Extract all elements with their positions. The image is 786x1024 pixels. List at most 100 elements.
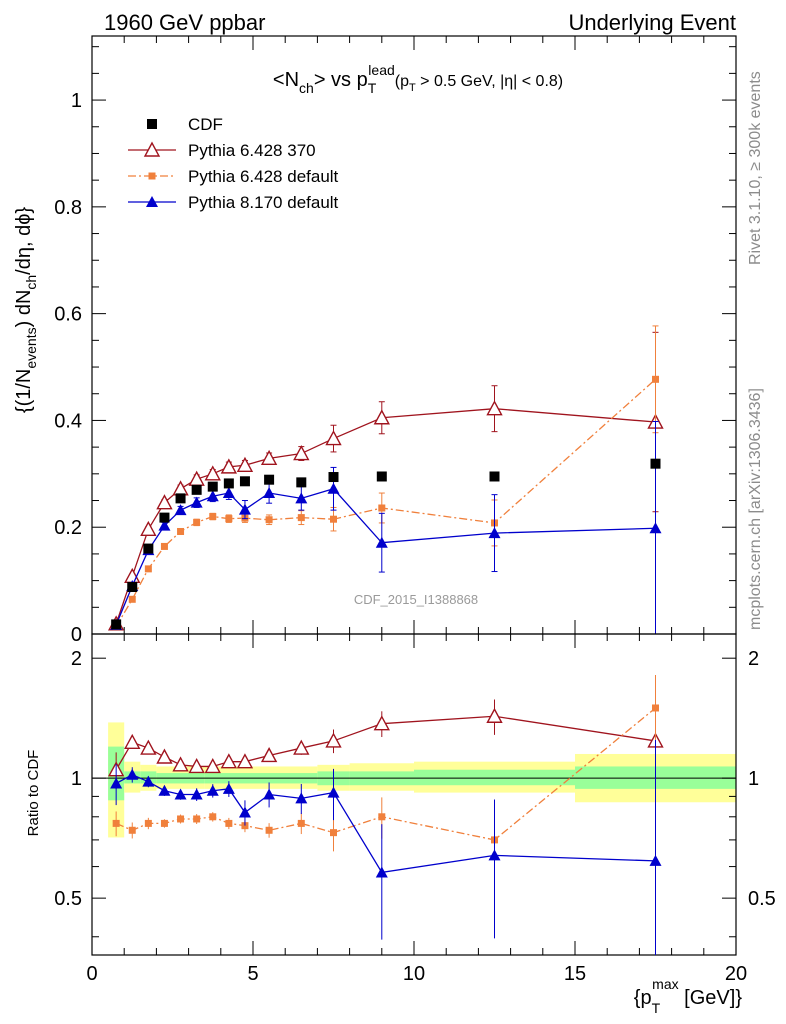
data-point bbox=[188, 470, 205, 486]
ratio-data-point bbox=[325, 732, 342, 748]
x-tick-label: 5 bbox=[247, 963, 258, 985]
legend-marker bbox=[147, 119, 157, 129]
cdf-data-point bbox=[264, 474, 275, 485]
ratio-data-point bbox=[142, 775, 155, 787]
data-point bbox=[325, 430, 342, 446]
ratio-y-tick-label: 2 bbox=[71, 648, 82, 670]
ratio-data-point bbox=[265, 826, 273, 834]
y-tick-label: 0 bbox=[71, 624, 82, 646]
y-tick-label: 1 bbox=[71, 90, 82, 112]
data-point bbox=[375, 536, 388, 548]
data-point bbox=[265, 516, 273, 524]
ratio-data-point bbox=[140, 739, 157, 755]
ratio-data-point bbox=[126, 768, 139, 780]
data-point bbox=[172, 480, 189, 496]
data-point bbox=[204, 465, 221, 481]
cdf-data-point bbox=[111, 619, 122, 630]
ratio-y-tick-label-right: 2 bbox=[748, 648, 759, 670]
ratio-y-tick-label-right: 1 bbox=[748, 768, 759, 790]
data-point bbox=[486, 400, 503, 416]
data-point bbox=[378, 504, 386, 512]
x-tick-label: 10 bbox=[403, 963, 425, 985]
data-point bbox=[488, 527, 501, 539]
cdf-data-point bbox=[650, 458, 661, 469]
ratio-data-point bbox=[488, 849, 501, 861]
ratio-inner-band bbox=[414, 769, 575, 786]
x-tick-label: 0 bbox=[86, 963, 97, 985]
data-point bbox=[160, 542, 168, 550]
ratio-data-point bbox=[172, 756, 189, 772]
data-point bbox=[128, 595, 136, 603]
cdf-data-point bbox=[143, 543, 154, 554]
legend-label: CDF bbox=[188, 115, 223, 134]
data-point bbox=[373, 409, 390, 425]
data-point bbox=[158, 519, 171, 531]
legend-label: Pythia 6.428 default bbox=[188, 167, 339, 186]
legend-label: Pythia 6.428 370 bbox=[188, 141, 316, 160]
header-right: Underlying Event bbox=[568, 10, 736, 35]
ratio-data-point bbox=[652, 704, 659, 712]
cdf-data-point bbox=[239, 476, 250, 487]
ratio-y-tick-label: 1 bbox=[71, 768, 82, 790]
ratio-data-point bbox=[110, 777, 123, 789]
cdf-data-point bbox=[489, 471, 500, 482]
main-panel: 0 0.2 0.4 0.6 0.8 1 bbox=[54, 35, 737, 955]
ratio-data-point bbox=[293, 739, 310, 755]
data-point bbox=[222, 487, 235, 499]
data-point bbox=[193, 518, 201, 526]
ratio-data-point bbox=[156, 748, 173, 764]
cdf-data-point bbox=[191, 484, 202, 495]
cdf-data-point bbox=[296, 477, 307, 488]
data-point bbox=[649, 522, 662, 534]
cdf-data-point bbox=[159, 512, 170, 523]
data-point bbox=[263, 487, 276, 499]
mcplots-label: mcplots.cern.ch [arXiv:1306.3436] bbox=[747, 388, 764, 630]
legend: CDF Pythia 6.428 370 Pythia 6.428 default P… bbox=[128, 115, 339, 212]
data-point bbox=[327, 482, 340, 494]
ratio-data-point bbox=[236, 753, 254, 769]
data-point bbox=[209, 513, 217, 521]
ratio-data-point bbox=[160, 819, 168, 827]
data-point bbox=[330, 515, 337, 523]
data-point bbox=[297, 514, 305, 522]
cdf-data-point bbox=[328, 472, 339, 483]
data-point bbox=[238, 503, 251, 515]
data-point bbox=[140, 520, 157, 537]
ratio-data-point bbox=[188, 757, 205, 774]
legend-marker bbox=[148, 172, 156, 180]
ratio-data-point bbox=[174, 788, 187, 800]
data-point bbox=[260, 449, 278, 466]
x-tick-label: 15 bbox=[564, 963, 586, 985]
ratio-data-point bbox=[144, 819, 152, 827]
ratio-data-point bbox=[375, 866, 388, 878]
legend-marker bbox=[146, 196, 158, 207]
data-point bbox=[220, 458, 238, 474]
data-point bbox=[295, 492, 308, 504]
ratio-series-3 bbox=[110, 740, 662, 955]
ratio-data-point bbox=[330, 829, 337, 837]
data-point bbox=[174, 504, 187, 516]
ratio-y-tick-label: 0.5 bbox=[54, 888, 82, 910]
ratio-data-point bbox=[190, 788, 203, 800]
plot-title: <Nch> vs pTlead(pT > 0.5 GeV, |η| < 0.8) bbox=[273, 62, 563, 96]
data-point bbox=[144, 565, 152, 573]
ratio-y-tick-label-right: 0.5 bbox=[748, 888, 776, 910]
ratio-data-point bbox=[378, 813, 386, 821]
cdf-data-point bbox=[376, 471, 387, 482]
data-point bbox=[236, 456, 254, 472]
rivet-label: Rivet 3.1.10, ≥ 300k events bbox=[747, 71, 764, 265]
ratio-data-point bbox=[297, 819, 305, 827]
data-point bbox=[177, 527, 185, 535]
ratio-data-point bbox=[649, 854, 662, 866]
ratio-data-point bbox=[373, 715, 390, 731]
legend-label: Pythia 8.170 default bbox=[188, 193, 339, 212]
ratio-data-point bbox=[241, 822, 249, 830]
ratio-data-point bbox=[220, 753, 238, 769]
series-cdf bbox=[111, 458, 661, 630]
ratio-data-point bbox=[206, 784, 219, 796]
y-tick-label: 0.6 bbox=[54, 304, 82, 326]
ratio-data-point bbox=[128, 826, 136, 834]
x-tick-label: 20 bbox=[725, 963, 747, 985]
y-axis-label: {(1/Nevents) dNch/dη, dϕ} bbox=[13, 207, 39, 414]
